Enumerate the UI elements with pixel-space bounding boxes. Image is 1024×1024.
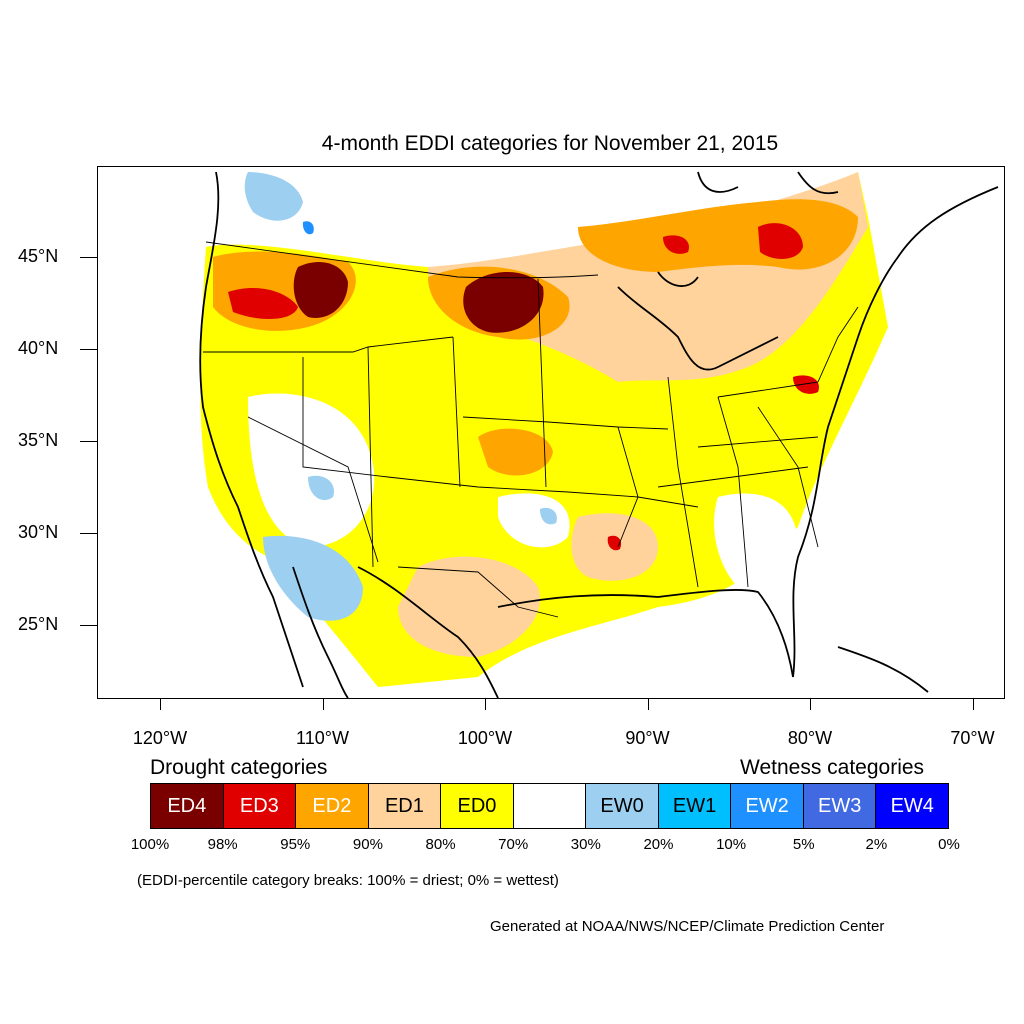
legend-swatch: EW0 (586, 784, 659, 828)
map-title: 4-month EDDI categories for November 21,… (321, 132, 779, 155)
region-ew0-northwest (244, 172, 303, 221)
legend-swatch: ED4 (151, 784, 224, 828)
lat-label: 45°N (18, 246, 59, 266)
lon-label: 100°W (457, 728, 513, 748)
lon-tick (810, 698, 811, 710)
break-label: 30% (570, 836, 601, 853)
lon-tick (485, 698, 486, 710)
lat-label: 25°N (18, 614, 59, 634)
lon-label: 90°W (625, 728, 670, 748)
break-label: 0% (938, 836, 960, 853)
region-ed2-canada (578, 199, 858, 272)
region-ew0-oklahoma (540, 507, 557, 525)
state-boundaries (203, 241, 859, 618)
credit-line: Generated at NOAA/NWS/NCEP/Climate Predi… (490, 918, 885, 935)
break-label: 5% (792, 836, 815, 853)
legend-swatch: ED2 (296, 784, 369, 828)
region-white-west (248, 393, 375, 547)
break-label: 10% (716, 836, 747, 853)
lon-label: 70°W (950, 728, 995, 748)
legend-swatch: EW4 (876, 784, 949, 828)
break-label: 2% (865, 836, 888, 853)
lat-tick (80, 349, 97, 350)
lon-label: 110°W (296, 728, 349, 748)
region-ew0-mexico (263, 535, 363, 621)
lon-label: 120°W (132, 728, 188, 748)
break-label: 100% (130, 836, 170, 853)
region-ed3-quebec (758, 223, 803, 259)
great-lakes (617, 271, 779, 371)
region-ed1-texas (398, 556, 540, 657)
lon-tick (160, 698, 161, 710)
legend-swatch: ED3 (223, 784, 297, 828)
eddi-map (199, 171, 999, 698)
break-label: 90% (352, 836, 383, 853)
west-coast (199, 171, 304, 688)
wetness-heading: Wetness categories (740, 756, 925, 779)
legend-swatch: ED1 (368, 784, 442, 828)
region-ed4-montana (293, 262, 348, 318)
legend-swatch: EW2 (731, 784, 804, 828)
region-ew2-wa (302, 221, 314, 235)
break-label: 80% (425, 836, 456, 853)
hudson-bay (697, 171, 839, 195)
legend-swatch: EW1 (658, 784, 732, 828)
lat-label: 35°N (18, 430, 59, 450)
region-ed4-dakotas (463, 272, 544, 333)
baja (292, 566, 349, 698)
region-ed3-oregon (228, 287, 298, 319)
region-ed3-pennsylvania (793, 375, 819, 394)
region-ed3-ontario (663, 235, 689, 254)
gulf-coast-east (497, 589, 794, 678)
cuba (837, 646, 929, 693)
legend-swatch: ED0 (441, 784, 514, 828)
region-white-southeast (714, 493, 798, 591)
lat-label: 40°N (18, 338, 59, 358)
lat-label: 30°N (18, 522, 59, 542)
legend-swatch: EW3 (803, 784, 877, 828)
break-label: 20% (643, 836, 674, 853)
region-white-oklahoma (498, 493, 570, 548)
region-ed2-kansas (478, 428, 553, 476)
legend-swatch (513, 784, 587, 828)
gulf-coast (357, 566, 499, 698)
lat-tick (80, 625, 97, 626)
region-ew0-arizona (308, 475, 334, 501)
break-label: 95% (280, 836, 311, 853)
coastlines (199, 171, 999, 698)
lat-tick (80, 441, 97, 442)
east-coast (792, 186, 999, 678)
break-note: (EDDI-percentile category breaks: 100% =… (137, 872, 559, 889)
lon-tick (972, 698, 974, 710)
lat-tick (80, 533, 97, 534)
break-label: 70% (498, 836, 529, 853)
lon-label: 80°W (787, 728, 833, 748)
lat-tick (80, 257, 97, 258)
lon-tick (322, 698, 324, 710)
category-legend: ED4 ED3 ED2 ED1 ED0 EW0 EW1 EW2 EW3 EW4 (150, 783, 949, 829)
drought-heading: Drought categories (150, 756, 328, 779)
lon-tick (647, 698, 649, 710)
break-label: 98% (207, 836, 238, 853)
wetness-shading (244, 172, 557, 621)
map-frame (97, 166, 1005, 699)
